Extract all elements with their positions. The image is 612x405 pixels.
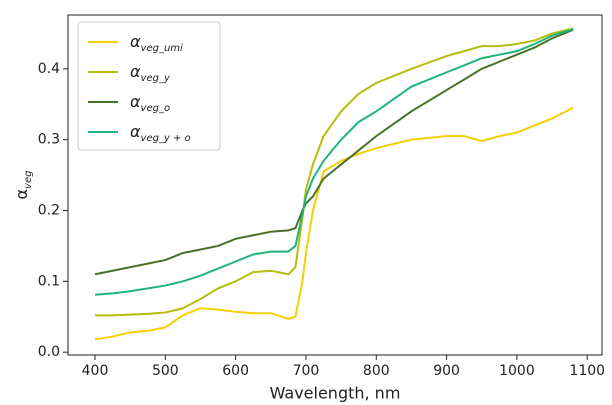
x-tick-label: 400 [82, 363, 109, 379]
legend-box [77, 21, 221, 151]
y-tick-label: 0.0 [38, 344, 60, 360]
x-tick-label: 700 [293, 363, 320, 379]
x-tick-label: 900 [433, 363, 460, 379]
y-tick-label: 0.3 [38, 132, 60, 148]
x-tick-label: 1000 [499, 363, 535, 379]
y-tick-label: 0.1 [38, 273, 60, 289]
y-axis-label: αveg [12, 171, 34, 200]
plot-frame [67, 14, 603, 356]
legend-label: αveg_y [130, 62, 171, 84]
x-tick-label: 500 [152, 363, 179, 379]
legend-label: αveg_umi [130, 32, 183, 54]
x-axis-label: Wavelength, nm [270, 384, 401, 403]
y-tick-label: 0.2 [38, 203, 60, 219]
series-line [94, 106, 574, 341]
x-tick-label: 800 [363, 363, 390, 379]
legend-label: αveg_y + o [130, 122, 191, 144]
x-tick-label: 1100 [569, 363, 605, 379]
series-line [94, 28, 574, 276]
series-line [94, 28, 574, 296]
y-tick-label: 0.4 [38, 61, 60, 77]
x-tick-label: 600 [222, 363, 249, 379]
legend-label: αveg_o [130, 92, 170, 114]
series-line [95, 27, 574, 317]
